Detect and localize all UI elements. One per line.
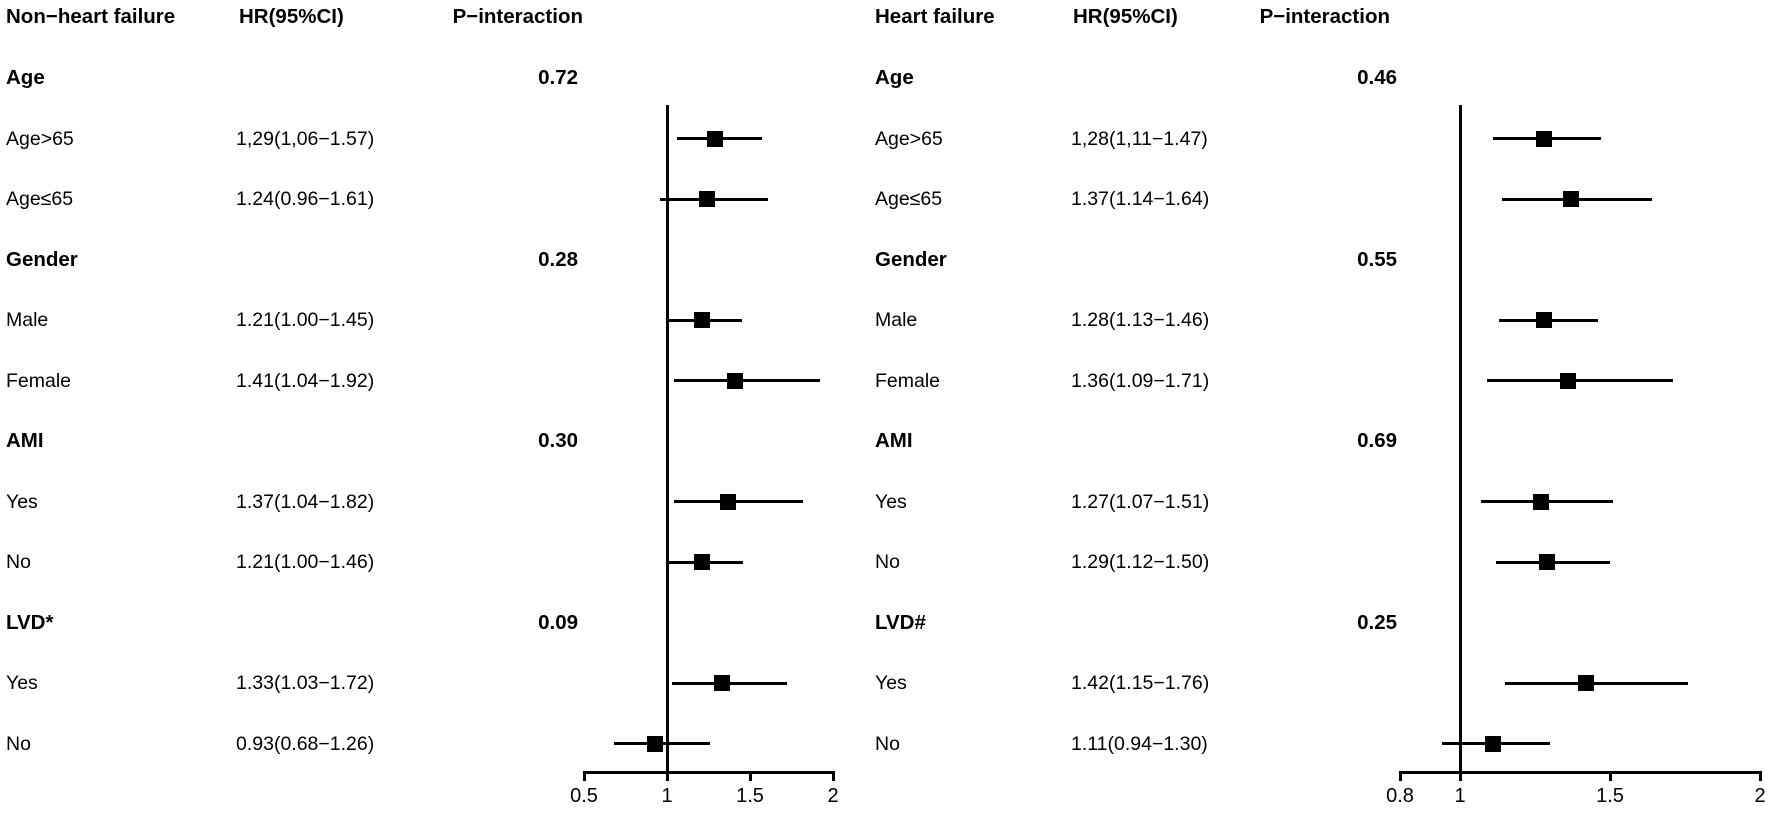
hr-point-square [693, 554, 710, 570]
p-interaction-column-header: P−interaction [1259, 5, 1390, 28]
row-label: Male [875, 309, 918, 331]
hr-ci-text: 0.93(0.68−1.26) [236, 732, 375, 755]
hr-ci-text: 1.36(1.09−1.71) [1071, 369, 1210, 392]
row-label: No [6, 551, 31, 573]
p-interaction-value: 0.69 [1357, 429, 1397, 452]
x-axis-tick-label: 1.5 [736, 785, 764, 807]
x-axis-tick-label: 1.5 [1596, 785, 1624, 807]
p-interaction-value: 0.25 [1357, 610, 1397, 634]
hr-ci-text: 1.11(0.94−1.30) [1071, 732, 1208, 755]
row-label: AMI [6, 429, 44, 452]
x-axis-tick-label: 0.5 [570, 785, 598, 807]
hr-ci-text: 1.37(1.04−1.82) [236, 490, 375, 513]
hr-ci-text: 1.21(1.00−1.46) [236, 551, 375, 573]
hr-point-square [1560, 372, 1576, 389]
hr-ci-text: 1.27(1.07−1.51) [1071, 490, 1210, 513]
reference-line [1458, 105, 1462, 781]
hr-point-square [1563, 191, 1579, 207]
p-interaction-value: 0.72 [538, 66, 578, 89]
hr-point-square [1533, 493, 1549, 510]
p-interaction-value: 0.46 [1357, 66, 1397, 89]
x-axis-tick-label: 1 [1454, 785, 1466, 807]
row-label: Yes [6, 490, 38, 513]
hr-point-square [720, 493, 737, 510]
hr-ci-text: 1.28(1.13−1.46) [1071, 309, 1210, 331]
row-label: No [6, 732, 31, 755]
x-axis-tick [665, 771, 669, 781]
row-label: Age [875, 66, 914, 89]
x-axis-tick-label: 2 [827, 785, 839, 807]
p-interaction-column-header: P−interaction [452, 5, 583, 28]
ci-line [1487, 379, 1673, 382]
row-label: Yes [6, 672, 38, 694]
row-label: Gender [875, 247, 947, 271]
x-axis-tick [582, 771, 586, 781]
ci-line [673, 500, 804, 503]
hr-ci-text: 1.37(1.14−1.64) [1071, 188, 1210, 210]
x-axis-line [1399, 771, 1762, 774]
row-label: Age≤65 [875, 188, 943, 210]
panel-title: Non−heart failure [6, 5, 176, 28]
row-label: No [875, 732, 900, 755]
ci-line [673, 379, 820, 382]
x-axis-tick [748, 771, 752, 781]
row-label: Yes [875, 672, 907, 694]
x-axis-tick-label: 0.8 [1386, 785, 1414, 807]
row-label: Age>65 [6, 127, 74, 150]
row-label: Female [6, 369, 72, 392]
hr-column-header: HR(95%CI) [1073, 5, 1178, 28]
ci-line [1505, 681, 1688, 685]
row-label: Age [6, 66, 45, 89]
panel-title: Heart failure [875, 5, 995, 28]
hr-ci-text: 1.29(1.12−1.50) [1071, 551, 1210, 573]
row-label: Male [6, 309, 49, 331]
row-label: Age≤65 [6, 188, 74, 210]
hr-point-square [707, 130, 724, 147]
x-axis-line [583, 771, 835, 774]
hr-ci-text: 1,28(1,11−1.47) [1071, 127, 1208, 150]
hr-point-square [1578, 675, 1594, 691]
x-axis-tick-label: 1 [661, 785, 673, 807]
row-label: Yes [875, 490, 907, 513]
p-interaction-value: 0.55 [1357, 247, 1397, 271]
row-label: LVD# [875, 610, 926, 634]
hr-ci-text: 1.33(1.03−1.72) [236, 672, 375, 694]
row-label: Female [875, 369, 941, 392]
hr-ci-text: 1.21(1.00−1.45) [236, 309, 375, 331]
hr-point-square [698, 191, 715, 207]
hr-point-square [727, 372, 744, 389]
row-label: Gender [6, 247, 78, 271]
row-label: No [875, 551, 900, 573]
p-interaction-value: 0.30 [538, 429, 578, 452]
hr-ci-text: 1.24(0.96−1.61) [236, 188, 375, 210]
x-axis-tick [1398, 771, 1402, 781]
hr-column-header: HR(95%CI) [239, 5, 344, 28]
row-label: AMI [875, 429, 913, 452]
hr-ci-text: 1,29(1,06−1.57) [236, 127, 375, 150]
x-axis-tick [1758, 771, 1762, 781]
hr-ci-text: 1.41(1.04−1.92) [236, 369, 375, 392]
hr-point-square [1485, 735, 1501, 752]
p-interaction-value: 0.09 [538, 610, 578, 634]
hr-point-square [1536, 312, 1552, 328]
hr-point-square [1536, 130, 1552, 147]
hr-point-square [693, 312, 710, 328]
x-axis-tick [1608, 771, 1612, 781]
row-label: LVD* [6, 610, 54, 634]
hr-point-square [713, 675, 730, 691]
row-label: Age>65 [875, 127, 943, 150]
x-axis-tick [1458, 771, 1462, 781]
x-axis-tick [831, 771, 835, 781]
hr-point-square [647, 735, 664, 752]
p-interaction-value: 0.28 [538, 247, 578, 271]
reference-line [665, 105, 669, 781]
x-axis-tick-label: 2 [1754, 785, 1766, 807]
hr-ci-text: 1.42(1.15−1.76) [1071, 672, 1210, 694]
hr-point-square [1539, 554, 1555, 570]
